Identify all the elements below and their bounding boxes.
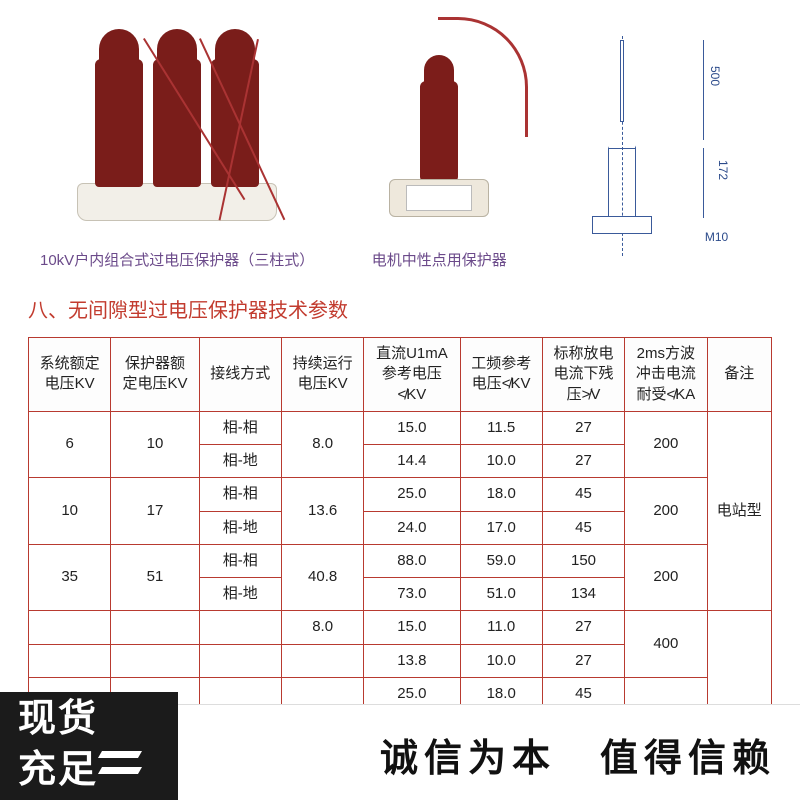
cell-pf: 10.0 (460, 445, 542, 478)
cell-pf: 18.0 (460, 478, 542, 511)
cell-res: 27 (542, 445, 624, 478)
section-title: 八、无间隙型过电压保护器技术参数 (0, 280, 800, 337)
cell-wave: 200 (625, 411, 707, 478)
cell-pf: 17.0 (460, 511, 542, 544)
cell-pf: 11.0 (460, 611, 542, 644)
table-row: 610相-相8.015.011.527200电站型 (29, 411, 772, 444)
cell-rated (111, 611, 199, 644)
cell-dc: 15.0 (364, 411, 460, 444)
cell-cont: 40.8 (281, 544, 363, 611)
cell-pf: 10.0 (460, 644, 542, 677)
cell-dc: 73.0 (364, 578, 460, 611)
spec-col-4: 直流U1mA参考电压≮KV (364, 338, 460, 412)
cell-mode (199, 611, 281, 644)
spec-table: 系统额定电压KV保护器额定电压KV接线方式持续运行电压KV直流U1mA参考电压≮… (28, 337, 772, 711)
cell-rated (111, 644, 199, 677)
cell-sys: 35 (29, 544, 111, 611)
cell-note (707, 611, 771, 711)
cell-rated: 17 (111, 478, 199, 545)
footer-bar: 现货 充足 诚信为本 值得信赖 (0, 704, 800, 800)
cell-sys (29, 611, 111, 644)
cell-cont: 13.6 (281, 478, 363, 545)
product-neutral-protector: 电机中性点用保护器 (354, 11, 524, 270)
cell-sys: 6 (29, 411, 111, 478)
cell-dc: 88.0 (364, 544, 460, 577)
spec-col-5: 工频参考电压≮KV (460, 338, 542, 412)
spec-col-2: 接线方式 (199, 338, 281, 412)
table-row: 8.015.011.027400 (29, 611, 772, 644)
spec-col-7: 2ms方波冲击电流耐受≮KA (625, 338, 707, 412)
spec-col-3: 持续运行电压KV (281, 338, 363, 412)
technical-drawing: 500 172 M10 (564, 30, 734, 270)
triple-arrester-drawing (67, 21, 287, 241)
table-row: 3551相-相40.888.059.0150200 (29, 544, 772, 577)
cell-dc: 14.4 (364, 445, 460, 478)
cell-dc: 15.0 (364, 611, 460, 644)
spec-col-1: 保护器额定电压KV (111, 338, 199, 412)
cell-wave: 200 (625, 478, 707, 545)
cell-dc: 24.0 (364, 511, 460, 544)
cell-res: 45 (542, 478, 624, 511)
cell-wave: 200 (625, 544, 707, 611)
technical-drawing-block: 500 172 M10 (564, 30, 734, 270)
cell-sys (29, 644, 111, 677)
cell-mode: 相-相 (199, 478, 281, 511)
product-triple-arrester: 10kV户内组合式过电压保护器（三柱式） (40, 21, 314, 270)
cell-res: 150 (542, 544, 624, 577)
badge-line2: 充足 (18, 738, 98, 793)
cell-dc: 25.0 (364, 478, 460, 511)
neutral-protector-caption: 电机中性点用保护器 (372, 249, 507, 270)
cell-note: 电站型 (707, 411, 771, 611)
dim-172-label: 172 (716, 160, 730, 180)
cell-mode (199, 644, 281, 677)
slogan-text: 诚信为本 值得信赖 (380, 727, 776, 782)
cell-res: 134 (542, 578, 624, 611)
cell-mode: 相-地 (199, 445, 281, 478)
dim-m10-label: M10 (705, 230, 728, 244)
stock-badge: 现货 充足 (0, 692, 178, 800)
spec-col-0: 系统额定电压KV (29, 338, 111, 412)
cell-mode: 相-地 (199, 511, 281, 544)
cell-cont: 8.0 (281, 411, 363, 478)
product-figures: 10kV户内组合式过电压保护器（三柱式） 电机中性点用保护器 500 1 (0, 0, 800, 280)
cell-pf: 11.5 (460, 411, 542, 444)
table-row: 1017相-相13.625.018.045200 (29, 478, 772, 511)
cell-cont (281, 644, 363, 677)
neutral-protector-drawing (354, 11, 524, 241)
cell-pf: 51.0 (460, 578, 542, 611)
cell-pf: 59.0 (460, 544, 542, 577)
cell-wave: 400 (625, 611, 707, 678)
cell-res: 45 (542, 511, 624, 544)
cell-res: 27 (542, 644, 624, 677)
cell-rated: 51 (111, 544, 199, 611)
cell-res: 27 (542, 411, 624, 444)
spec-col-8: 备注 (707, 338, 771, 412)
cell-res: 27 (542, 611, 624, 644)
dim-500-label: 500 (708, 66, 722, 86)
cell-sys: 10 (29, 478, 111, 545)
cell-mode: 相-地 (199, 578, 281, 611)
badge-slash-icon (100, 745, 144, 785)
cell-mode: 相-相 (199, 544, 281, 577)
triple-arrester-caption: 10kV户内组合式过电压保护器（三柱式） (40, 249, 314, 270)
spec-col-6: 标称放电电流下残压≯V (542, 338, 624, 412)
cell-cont: 8.0 (281, 611, 363, 644)
cell-rated: 10 (111, 411, 199, 478)
cell-mode: 相-相 (199, 411, 281, 444)
cell-dc: 13.8 (364, 644, 460, 677)
badge-line1: 现货 (18, 700, 178, 738)
